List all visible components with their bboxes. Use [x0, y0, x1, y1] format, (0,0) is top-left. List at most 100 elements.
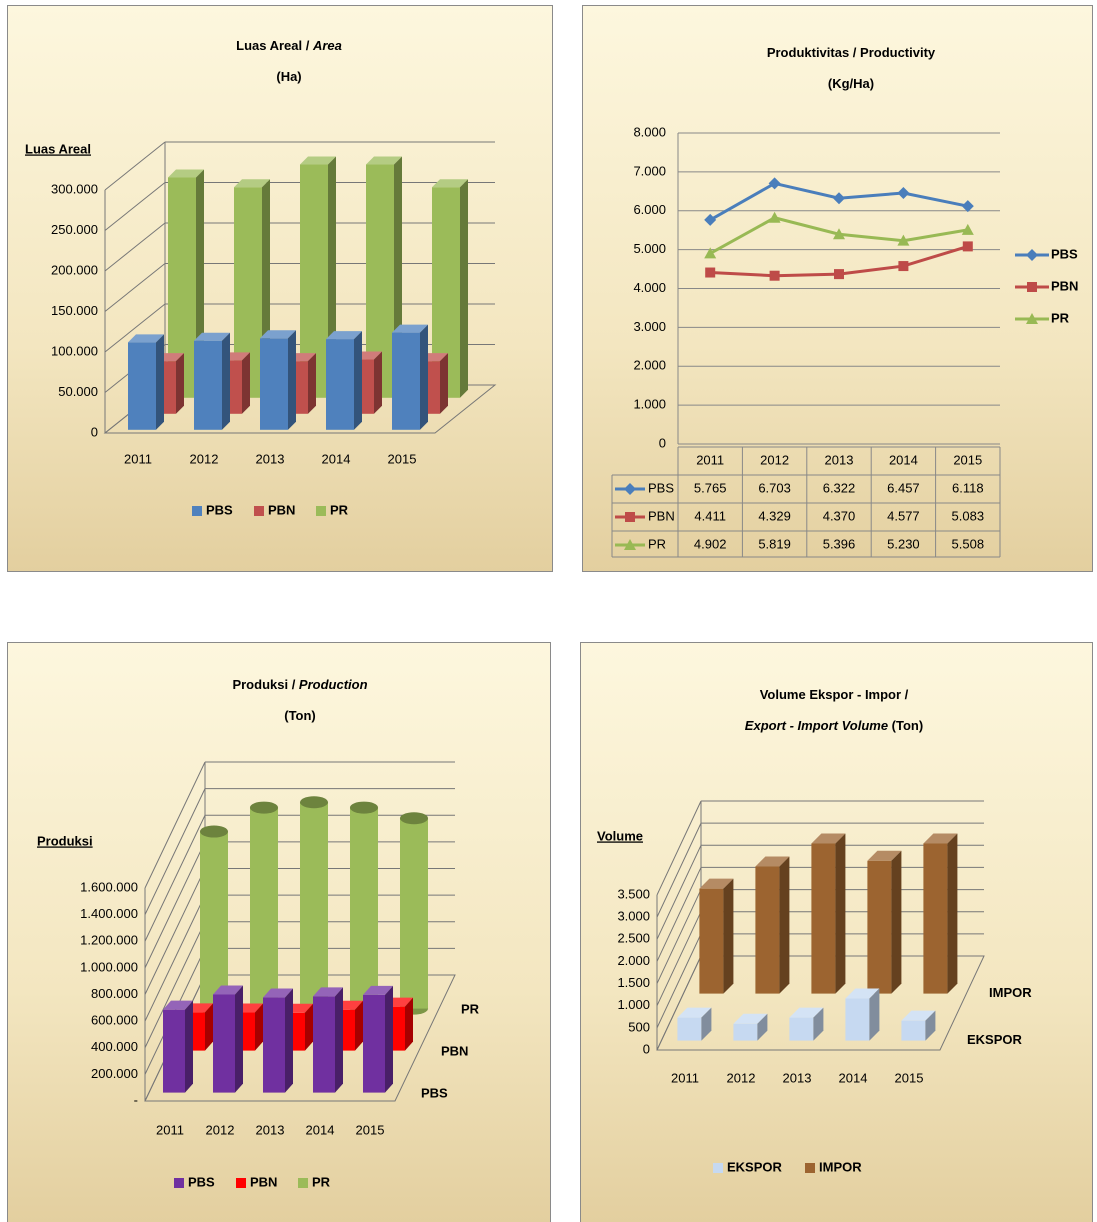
y-tick-label: 200.000: [51, 262, 98, 277]
bar-front: [163, 1009, 185, 1093]
bar-side: [723, 878, 734, 994]
bar: [392, 324, 428, 430]
table-row-label: PBS: [648, 480, 674, 495]
grid-line-side: [656, 911, 702, 1006]
bar-front: [867, 860, 892, 994]
table-cell: 5.396: [823, 536, 856, 551]
y-tick-label: 150.000: [51, 303, 98, 318]
bar-side: [156, 334, 164, 430]
cylinder-body: [400, 818, 428, 1009]
grid-line-side: [104, 263, 166, 312]
grid-line-side: [656, 889, 702, 984]
table-cell: 6.703: [758, 480, 791, 495]
y-tick-label: 3.500: [617, 886, 650, 901]
grid-line-side: [144, 921, 206, 1048]
cylinder: [350, 801, 378, 1015]
bar-side: [440, 353, 448, 414]
depth-label: PR: [461, 1001, 480, 1016]
x-tick-label: 2013: [256, 1122, 285, 1137]
marker: [704, 213, 717, 226]
bar-side: [757, 1013, 768, 1041]
bar-top: [699, 878, 734, 889]
bar-side: [420, 324, 428, 430]
cylinder: [300, 796, 328, 1015]
marker: [961, 223, 974, 235]
bar: [163, 1000, 193, 1093]
bar-side: [405, 997, 413, 1051]
bar-top: [901, 1010, 936, 1021]
bar-top: [313, 987, 343, 997]
x-tick-label: 2015: [895, 1070, 924, 1085]
bar-top: [789, 1007, 824, 1018]
bar-top: [733, 1013, 768, 1024]
bar: [677, 1007, 712, 1041]
chart-title: (Ton): [284, 708, 316, 723]
bar-side: [305, 1003, 313, 1051]
cylinder: [400, 812, 428, 1015]
chart-title: Export - Import Volume (Ton): [745, 718, 923, 733]
bar-top: [194, 332, 230, 341]
table-cell: 6.118: [952, 480, 984, 495]
x-tick-label: 2013: [783, 1070, 812, 1085]
title-part: Produksi /: [232, 677, 298, 692]
cylinder-body: [200, 831, 228, 1009]
bar-side: [925, 1010, 936, 1041]
y-tick-label: 7.000: [633, 163, 666, 178]
marker: [833, 192, 845, 205]
bar-top: [366, 156, 402, 165]
bar: [263, 988, 293, 1093]
bar-side: [869, 988, 880, 1041]
y-axis-title: Produksi: [37, 833, 93, 848]
y-tick-label: 1.000.000: [80, 959, 138, 974]
y-tick-label: 800.000: [91, 986, 138, 1001]
y-tick-label: 300.000: [51, 181, 98, 196]
grid-line-side: [144, 894, 206, 1022]
marker: [768, 211, 781, 223]
x-tick-label: 2015: [356, 1122, 385, 1137]
bar: [194, 332, 230, 430]
bar: [326, 331, 362, 430]
legend-swatch: [192, 506, 202, 516]
depth-label: PBS: [421, 1085, 448, 1100]
bar-front: [901, 1020, 926, 1041]
x-tick-label: 2015: [953, 452, 982, 467]
title-part: (Kg/Ha): [828, 76, 874, 91]
y-tick-label: 0: [643, 1041, 650, 1056]
grid-line-side: [656, 822, 702, 918]
y-tick-label: 0: [91, 424, 98, 439]
y-tick-label: 2.000: [617, 953, 650, 968]
table-key-marker: [624, 539, 636, 550]
table-key-marker: [625, 512, 635, 522]
bar-top: [392, 324, 428, 333]
bar-top: [811, 833, 846, 844]
marker: [768, 177, 781, 190]
bar-top: [163, 1000, 193, 1010]
y-tick-label: 1.000: [617, 997, 650, 1012]
bar: [260, 330, 296, 430]
grid-line-side: [144, 815, 206, 942]
table-cell: 5.230: [887, 536, 920, 551]
y-tick-label: 8.000: [633, 124, 666, 139]
bar: [128, 334, 164, 430]
y-tick-label: 6.000: [633, 202, 666, 217]
legend-label: IMPOR: [819, 1159, 862, 1174]
x-tick-label: 2012: [190, 451, 219, 466]
marker: [961, 200, 974, 213]
table-row-label: PR: [648, 536, 666, 551]
title-part: (Ton): [284, 708, 316, 723]
y-tick-label: 100.000: [51, 343, 98, 358]
table-key-marker: [624, 483, 636, 495]
x-tick-label: 2012: [206, 1122, 235, 1137]
marker: [897, 234, 910, 246]
cylinder-body: [300, 802, 328, 1009]
bar-side: [242, 352, 250, 414]
chart-title: Luas Areal / Area: [236, 38, 342, 53]
bar-side: [235, 985, 243, 1093]
bar-top: [234, 179, 270, 188]
legend-marker: [1026, 249, 1038, 261]
legend-label: PBS: [1051, 246, 1078, 261]
bar: [811, 833, 846, 994]
legend-label: PBS: [206, 502, 233, 517]
bar-side: [355, 1000, 363, 1051]
x-tick-label: 2014: [839, 1070, 868, 1085]
